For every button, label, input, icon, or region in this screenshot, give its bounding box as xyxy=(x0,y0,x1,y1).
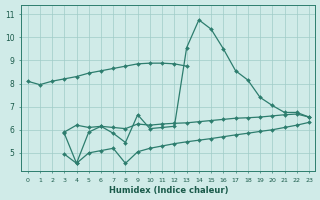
X-axis label: Humidex (Indice chaleur): Humidex (Indice chaleur) xyxy=(108,186,228,195)
